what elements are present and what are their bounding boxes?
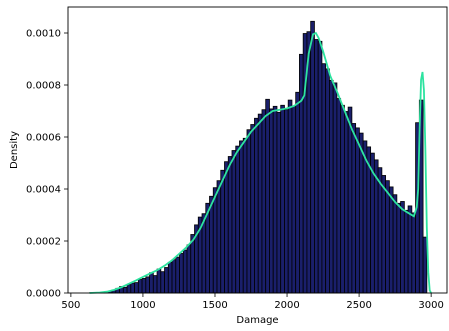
x-axis-label: Damage (236, 315, 278, 326)
histogram-bar (231, 150, 237, 294)
histogram-bar (182, 249, 188, 294)
histogram-bar (152, 275, 158, 294)
histogram-bar (392, 194, 398, 294)
x-tick-label: 2000 (274, 300, 299, 311)
histogram-bar (396, 202, 402, 294)
histogram-bar (250, 124, 255, 294)
histogram-bar (224, 161, 229, 294)
plot-frame (67, 6, 448, 294)
histogram-bar (254, 117, 259, 294)
histogram-bar (400, 201, 405, 294)
histogram-bar (145, 276, 150, 294)
histogram-bar (343, 111, 349, 294)
histogram-bar (299, 53, 304, 294)
histogram-bar (156, 268, 162, 294)
histogram-bar (276, 111, 282, 294)
histogram-bar (179, 253, 184, 294)
histogram-bar (388, 186, 394, 294)
histogram-bar (340, 104, 345, 294)
histogram-bar (171, 259, 177, 294)
y-tick-label: 0.0006 (26, 133, 61, 144)
histogram-bar (325, 68, 330, 294)
histogram-bar (332, 82, 338, 294)
histogram-bar (351, 123, 357, 294)
histogram-bar (287, 99, 293, 294)
y-tick-label: 0.0008 (26, 81, 61, 92)
histogram-bar (321, 63, 327, 294)
histogram-bar (355, 127, 360, 294)
histogram-bar (422, 236, 428, 294)
histogram-bar (280, 104, 285, 294)
histogram-bar (190, 234, 195, 294)
histogram-bar (317, 40, 323, 294)
histogram-bar (295, 91, 300, 294)
histogram-bar (235, 145, 240, 294)
y-tick-label: 0.0000 (26, 289, 61, 300)
histogram-bar (137, 279, 143, 294)
histogram-bar (358, 132, 364, 294)
histogram-bar (329, 79, 334, 294)
y-tick-label: 0.0004 (26, 185, 61, 196)
histogram-bar (126, 284, 132, 294)
histogram-bar (167, 261, 173, 294)
y-tick-label: 0.0010 (26, 29, 61, 40)
histogram-bar (265, 98, 270, 294)
histogram-bar (269, 108, 274, 294)
histogram-bar (216, 180, 222, 294)
x-tick-label: 500 (61, 300, 80, 311)
histogram-bar (385, 180, 390, 294)
histogram-bar (377, 167, 383, 294)
histogram-bar (227, 156, 233, 294)
histogram-bar (336, 98, 342, 294)
histogram-bar (175, 256, 180, 294)
histogram-bar (212, 187, 218, 294)
histogram-bar (291, 105, 297, 294)
histogram-bar (209, 195, 214, 294)
histogram-bar (239, 140, 244, 294)
histogram-bar (284, 109, 289, 294)
histogram-bar (381, 175, 387, 294)
histogram-bar (246, 129, 252, 294)
histogram-bar (407, 205, 413, 294)
x-tick-label: 1000 (130, 300, 155, 311)
histogram-bar (403, 209, 409, 294)
histogram-bar (130, 282, 135, 294)
histogram-bar (186, 244, 192, 294)
histogram-bar (149, 272, 154, 294)
histogram-bar (272, 105, 278, 294)
y-axis-ticks: 0.0000 0.0002 0.0004 0.0006 0.0008 0.0010 (26, 29, 68, 300)
histogram-bar (411, 212, 416, 294)
histogram-bar (164, 267, 169, 294)
histogram-bar (242, 137, 248, 294)
histogram-bar (122, 286, 128, 294)
histogram-bar (347, 106, 353, 294)
histogram-bar (314, 39, 319, 294)
x-tick-label: 3000 (418, 300, 443, 311)
histogram-bar (160, 271, 165, 294)
kde-curve (89, 31, 432, 294)
y-tick-label: 0.0002 (26, 237, 61, 248)
x-tick-label: 1500 (202, 300, 227, 311)
histogram-bar (220, 169, 225, 294)
histogram-bar (134, 282, 139, 294)
histogram-bar (141, 278, 147, 294)
y-axis-label: Density (9, 131, 20, 169)
histogram-bar (261, 109, 267, 294)
x-axis-ticks: 500 1000 1500 2000 2500 3000 (61, 293, 444, 311)
histogram-bar (257, 113, 263, 294)
histogram-bar (310, 20, 315, 294)
x-tick-label: 2500 (346, 300, 371, 311)
histogram-bar (362, 140, 368, 294)
